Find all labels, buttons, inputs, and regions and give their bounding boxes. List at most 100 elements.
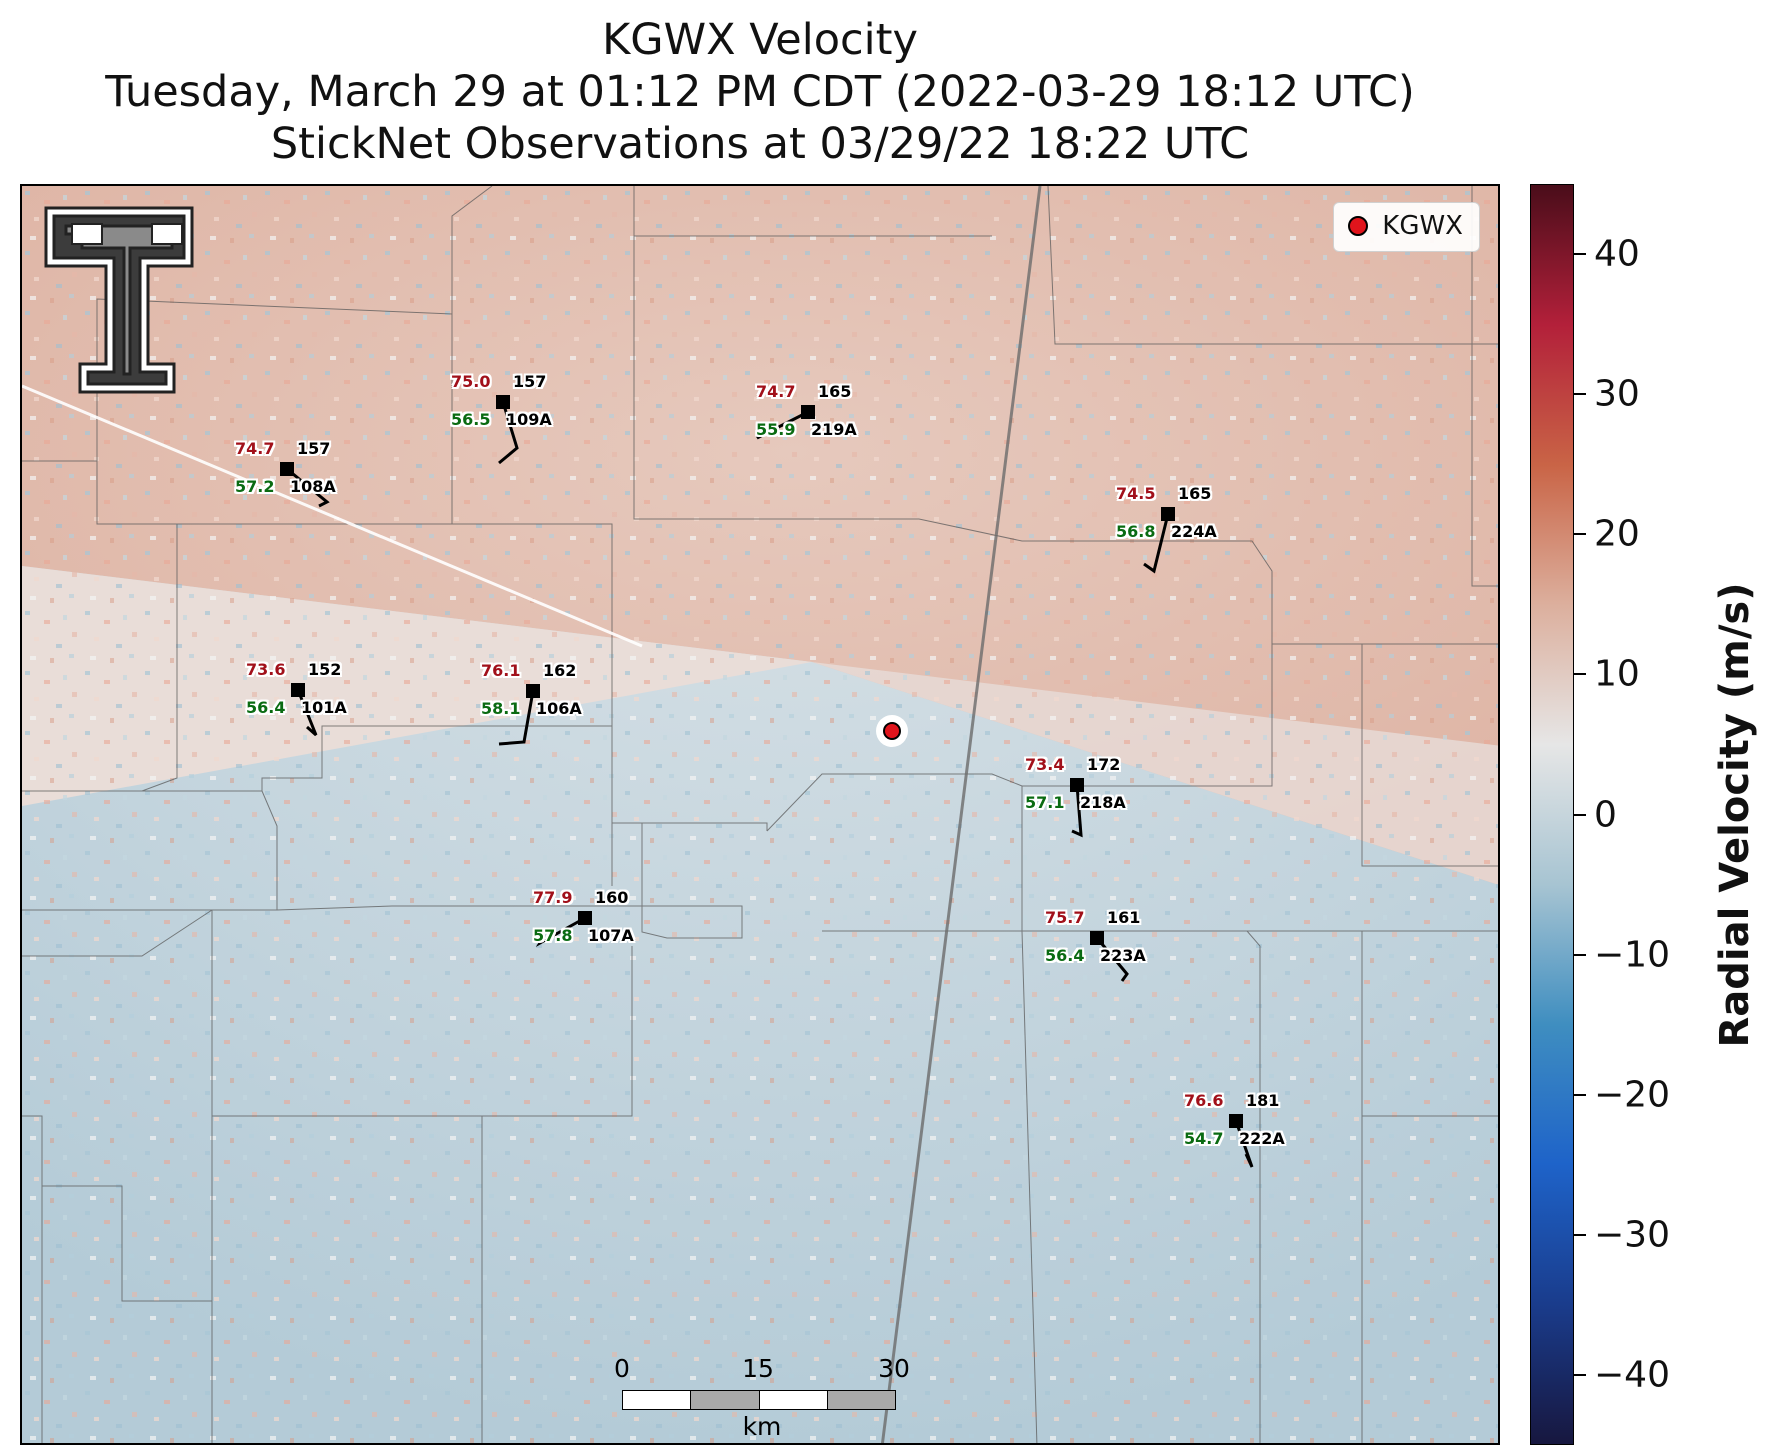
station-223A[interactable]	[1090, 931, 1129, 982]
station-pressure-108A: 157	[297, 439, 331, 458]
station-dewpoint-224A: 56.8	[1116, 522, 1156, 541]
station-dewpoint-106A: 58.1	[481, 699, 521, 718]
station-108A[interactable]	[280, 462, 330, 508]
station-marker-219A[interactable]	[801, 405, 815, 419]
colorbar-tick-mark	[1574, 813, 1586, 816]
station-id-223A: 223A	[1100, 946, 1146, 965]
station-pressure-223A: 161	[1107, 908, 1141, 927]
wind-barb-106A	[498, 690, 535, 746]
scale-label-0: 0	[614, 1354, 630, 1383]
texas-tech-logo	[44, 206, 194, 394]
wind-barb-108A	[286, 467, 330, 508]
scale-bar-segments	[622, 1390, 896, 1410]
station-id-106A: 106A	[536, 699, 582, 718]
station-224A[interactable]	[1143, 507, 1175, 574]
title-line-2: Tuesday, March 29 at 01:12 PM CDT (2022-…	[105, 67, 1415, 117]
station-109A[interactable]	[496, 395, 519, 465]
station-temp-107A: 77.9	[533, 888, 573, 907]
colorbar-tick-mark	[1574, 1373, 1586, 1376]
colorbar-tick-label: 20	[1594, 513, 1640, 555]
wind-barb-222A	[1234, 1120, 1254, 1168]
colorbar-tick-label: −40	[1594, 1354, 1670, 1396]
station-temp-218A: 73.4	[1025, 755, 1065, 774]
station-218A[interactable]	[1070, 778, 1084, 838]
velocity-colorbar	[1530, 184, 1574, 1445]
colorbar-tick-mark	[1574, 393, 1586, 396]
map-title: KGWX Velocity Tuesday, March 29 at 01:12…	[20, 14, 1500, 170]
station-dewpoint-108A: 57.2	[235, 477, 275, 496]
colorbar-tick-label: −10	[1594, 934, 1670, 976]
station-pressure-222A: 181	[1246, 1091, 1280, 1110]
wind-barb-219A	[756, 410, 809, 440]
station-101A[interactable]	[291, 683, 318, 737]
station-pressure-219A: 165	[818, 382, 852, 401]
station-dewpoint-222A: 54.7	[1184, 1129, 1224, 1148]
station-107A[interactable]	[535, 911, 592, 948]
station-id-108A: 108A	[290, 477, 336, 496]
colorbar-tick-mark	[1574, 253, 1586, 256]
wind-barb-107A	[535, 916, 586, 948]
station-id-101A: 101A	[301, 698, 347, 717]
station-id-224A: 224A	[1171, 522, 1217, 541]
station-219A[interactable]	[756, 405, 815, 440]
kgwx-legend-marker	[1348, 216, 1369, 236]
wind-barb-109A	[498, 401, 519, 465]
title-line-1: KGWX Velocity	[602, 15, 918, 65]
colorbar-tick-label: 0	[1594, 794, 1617, 835]
station-temp-108A: 74.7	[235, 439, 275, 458]
station-id-219A: 219A	[811, 420, 857, 439]
station-marker-109A[interactable]	[496, 395, 510, 409]
station-marker-107A[interactable]	[578, 911, 592, 925]
colorbar-tick-label: 30	[1594, 373, 1640, 415]
station-temp-106A: 76.1	[481, 661, 521, 680]
scale-bar: 0 15 30 km	[614, 1354, 942, 1443]
scale-label-30: 30	[878, 1354, 910, 1383]
station-temp-223A: 75.7	[1045, 908, 1085, 927]
scale-units: km	[742, 1412, 782, 1441]
station-pressure-218A: 172	[1087, 755, 1121, 774]
station-id-222A: 222A	[1239, 1129, 1285, 1148]
colorbar-title: Radial Velocity (m/s)	[1712, 582, 1758, 1048]
wind-barb-218A	[1071, 784, 1083, 838]
station-dewpoint-219A: 55.9	[756, 420, 796, 439]
station-temp-222A: 76.6	[1184, 1091, 1224, 1110]
station-id-107A: 107A	[588, 926, 634, 945]
station-pressure-106A: 162	[543, 661, 577, 680]
station-marker-224A[interactable]	[1161, 507, 1175, 521]
station-pressure-109A: 157	[513, 372, 547, 391]
colorbar-tick-label: 10	[1594, 653, 1640, 695]
station-pressure-107A: 160	[595, 888, 629, 907]
map-legend: KGWX	[1333, 202, 1480, 252]
radar-map[interactable]: KGWX 0 15 30 km 75.0 157 56.5 109A 74.7 165 55…	[20, 184, 1500, 1445]
scale-label-15: 15	[742, 1354, 774, 1383]
wind-barb-223A	[1095, 937, 1129, 982]
colorbar-tick-mark	[1574, 953, 1586, 956]
station-temp-224A: 74.5	[1116, 484, 1156, 503]
legend-label: KGWX	[1382, 211, 1463, 241]
station-id-218A: 218A	[1080, 793, 1126, 812]
colorbar-tick-mark	[1574, 1093, 1586, 1096]
station-temp-101A: 73.6	[246, 660, 286, 679]
station-marker-218A[interactable]	[1070, 778, 1084, 792]
colorbar-tick-mark	[1574, 533, 1586, 536]
station-dewpoint-101A: 56.4	[246, 698, 286, 717]
wind-barb-224A	[1143, 513, 1170, 574]
station-marker-106A[interactable]	[526, 684, 540, 698]
station-marker-222A[interactable]	[1229, 1114, 1243, 1128]
station-dewpoint-223A: 56.4	[1045, 946, 1085, 965]
kgwx-radar-marker[interactable]	[883, 722, 901, 740]
station-222A[interactable]	[1229, 1114, 1254, 1168]
station-temp-219A: 74.7	[756, 382, 796, 401]
station-106A[interactable]	[498, 684, 540, 746]
colorbar-tick-label: −20	[1594, 1074, 1670, 1116]
colorbar-tick-mark	[1574, 673, 1586, 676]
colorbar-tick-label: 40	[1594, 233, 1640, 275]
station-temp-109A: 75.0	[451, 372, 491, 391]
radar-velocity-field	[22, 186, 1498, 1443]
station-id-109A: 109A	[506, 410, 552, 429]
station-pressure-224A: 165	[1178, 484, 1212, 503]
station-pressure-101A: 152	[308, 660, 342, 679]
station-marker-223A[interactable]	[1090, 931, 1104, 945]
station-marker-101A[interactable]	[291, 683, 305, 697]
station-marker-108A[interactable]	[280, 462, 294, 476]
